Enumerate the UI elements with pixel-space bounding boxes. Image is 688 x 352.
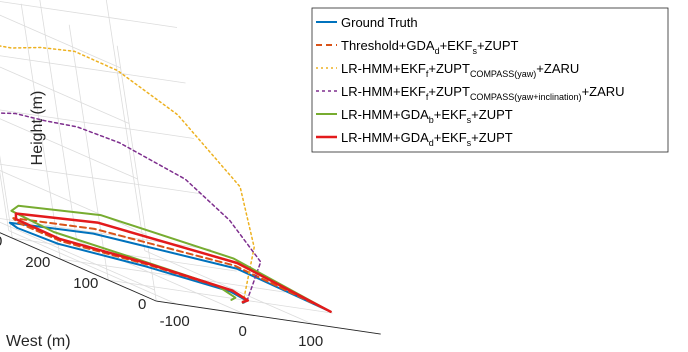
legend-text: +ZUPT <box>471 107 513 122</box>
legend-subscript: d <box>429 138 434 148</box>
legend-text: +ZUPT <box>428 61 470 76</box>
legend-text: Threshold+GDA <box>341 38 435 53</box>
y-tick-label: 0 <box>138 296 146 313</box>
z-axis-label: Height (m) <box>29 91 46 166</box>
y-tick-label: 300 <box>0 233 2 250</box>
legend-text: LR-HMM+GDA <box>341 107 429 122</box>
legend-subscript: s <box>472 46 477 56</box>
legend-entry: LR-HMM+EKFf+ZUPTCOMPASS(yaw)+ZARU <box>341 61 579 79</box>
legend-subscript: s <box>467 138 472 148</box>
grid-line <box>39 0 78 241</box>
legend-text: +EKF <box>434 130 467 145</box>
grid-line <box>0 14 121 69</box>
legend-text: +ZARU <box>536 61 579 76</box>
grid-line <box>0 171 10 231</box>
legend-text: +ZUPT <box>477 38 519 53</box>
grid-line <box>0 221 155 291</box>
legend-subscript: COMPASS(yaw) <box>470 69 536 79</box>
grid-line <box>0 170 147 235</box>
legend-text: +EKF <box>434 107 467 122</box>
grid-line <box>68 24 109 281</box>
series-line-2 <box>12 217 332 313</box>
grid-line <box>0 163 203 195</box>
grid-line <box>108 279 333 314</box>
legend-entry: Threshold+GDAd+EKFs+ZUPT <box>341 38 519 56</box>
legend-subscript: d <box>435 46 440 56</box>
legend: Ground TruthThreshold+GDAd+EKFs+ZUPTLR-H… <box>311 7 669 153</box>
series-line-1 <box>8 221 332 313</box>
legend-entry: LR-HMM+EKFf+ZUPTCOMPASS(yaw+inclination)… <box>341 84 625 102</box>
legend-text: +EKF <box>440 38 473 53</box>
x-tick-label: -100 <box>160 313 190 330</box>
series-line-4 <box>0 112 262 302</box>
legend-box <box>311 7 669 153</box>
y-axis-label: West (m) <box>6 333 71 350</box>
legend-subscript: b <box>429 115 434 125</box>
series-line-5 <box>10 204 332 313</box>
x-axis-line <box>156 300 381 335</box>
grid-line <box>0 55 186 84</box>
legend-text: +ZUPT <box>428 84 470 99</box>
series-line-6 <box>14 212 332 313</box>
legend-subscript: f <box>426 92 429 102</box>
grid-line <box>0 118 138 180</box>
grid-line <box>60 258 285 293</box>
x-tick-label: 100 <box>298 333 323 350</box>
grid-line <box>0 66 130 124</box>
legend-subscript: s <box>467 115 472 125</box>
legend-text: +ZUPT <box>471 130 513 145</box>
x-tick-label: 0 <box>239 323 247 340</box>
legend-entry: LR-HMM+GDAd+EKFs+ZUPT <box>341 130 513 148</box>
grid-line <box>0 1 178 28</box>
y-tick-label: 200 <box>25 254 50 271</box>
legend-text: Ground Truth <box>341 15 418 30</box>
y-tick-label: 100 <box>73 275 98 292</box>
grid-line <box>0 109 195 139</box>
grid-line <box>0 155 13 239</box>
series-group <box>0 45 332 313</box>
legend-entry: LR-HMM+GDAb+EKFs+ZUPT <box>341 107 513 125</box>
series-line-3 <box>0 45 255 304</box>
legend-text: LR-HMM+EKF <box>341 61 426 76</box>
legend-subscript: f <box>426 69 429 79</box>
legend-text: +ZARU <box>582 84 625 99</box>
y-axis-line <box>0 232 157 302</box>
grid-line <box>144 250 313 325</box>
grid-line <box>105 0 146 251</box>
legend-entry: Ground Truth <box>341 15 418 30</box>
legend-subscript: COMPASS(yaw+inclination) <box>470 92 582 102</box>
legend-text: LR-HMM+EKF <box>341 84 426 99</box>
legend-text: LR-HMM+GDA <box>341 130 429 145</box>
grid-line <box>8 230 177 305</box>
